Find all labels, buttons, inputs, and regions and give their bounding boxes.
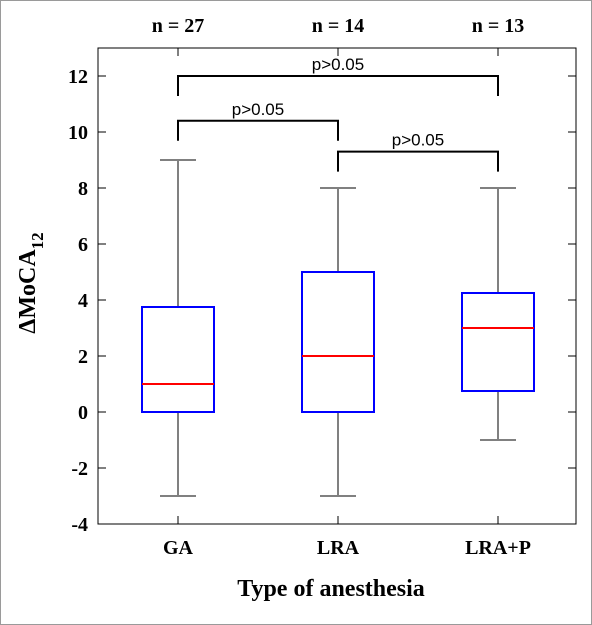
significance-bracket: p>0.05 [337,131,499,172]
y-axis-label-subscript: 12 [28,232,47,249]
y-tick-label: 6 [78,234,88,256]
y-tick-label: 4 [78,290,88,312]
x-tick-label: GA [163,537,194,559]
x-axis-label: Type of anesthesia [237,576,425,602]
iqr-box [141,306,215,413]
y-tick-label: 0 [78,402,88,424]
plot-area [97,47,577,525]
sample-size-label: n = 13 [472,15,525,37]
x-tick-label: LRA [317,537,360,559]
box-ga [141,159,215,497]
sample-size-label: n = 27 [152,15,205,37]
p-value-label: p>0.05 [392,131,444,150]
significance-bracket: p>0.05 [177,100,339,141]
y-axis-label: ΔMoCA12 [15,232,47,333]
bracket-line [337,150,499,172]
y-tick-label: 10 [68,122,88,144]
bracket-line [177,119,339,141]
y-tick-label: -4 [71,514,88,536]
y-tick-label: 2 [78,346,88,368]
y-axis-label-main: ΔMoCA [15,249,41,334]
iqr-box [301,271,375,413]
y-tick-label: 8 [78,178,88,200]
y-tick-label: 12 [68,66,88,88]
box-lra [301,187,375,497]
sample-size-label: n = 14 [312,15,365,37]
significance-bracket: p>0.05 [177,55,499,96]
p-value-label: p>0.05 [312,55,364,74]
y-tick-label: -2 [71,458,88,480]
box-lra-plusp [461,187,535,441]
bracket-line [177,75,499,96]
x-tick-label: LRA+P [465,537,531,559]
iqr-box [461,292,535,392]
p-value-label: p>0.05 [232,100,284,119]
